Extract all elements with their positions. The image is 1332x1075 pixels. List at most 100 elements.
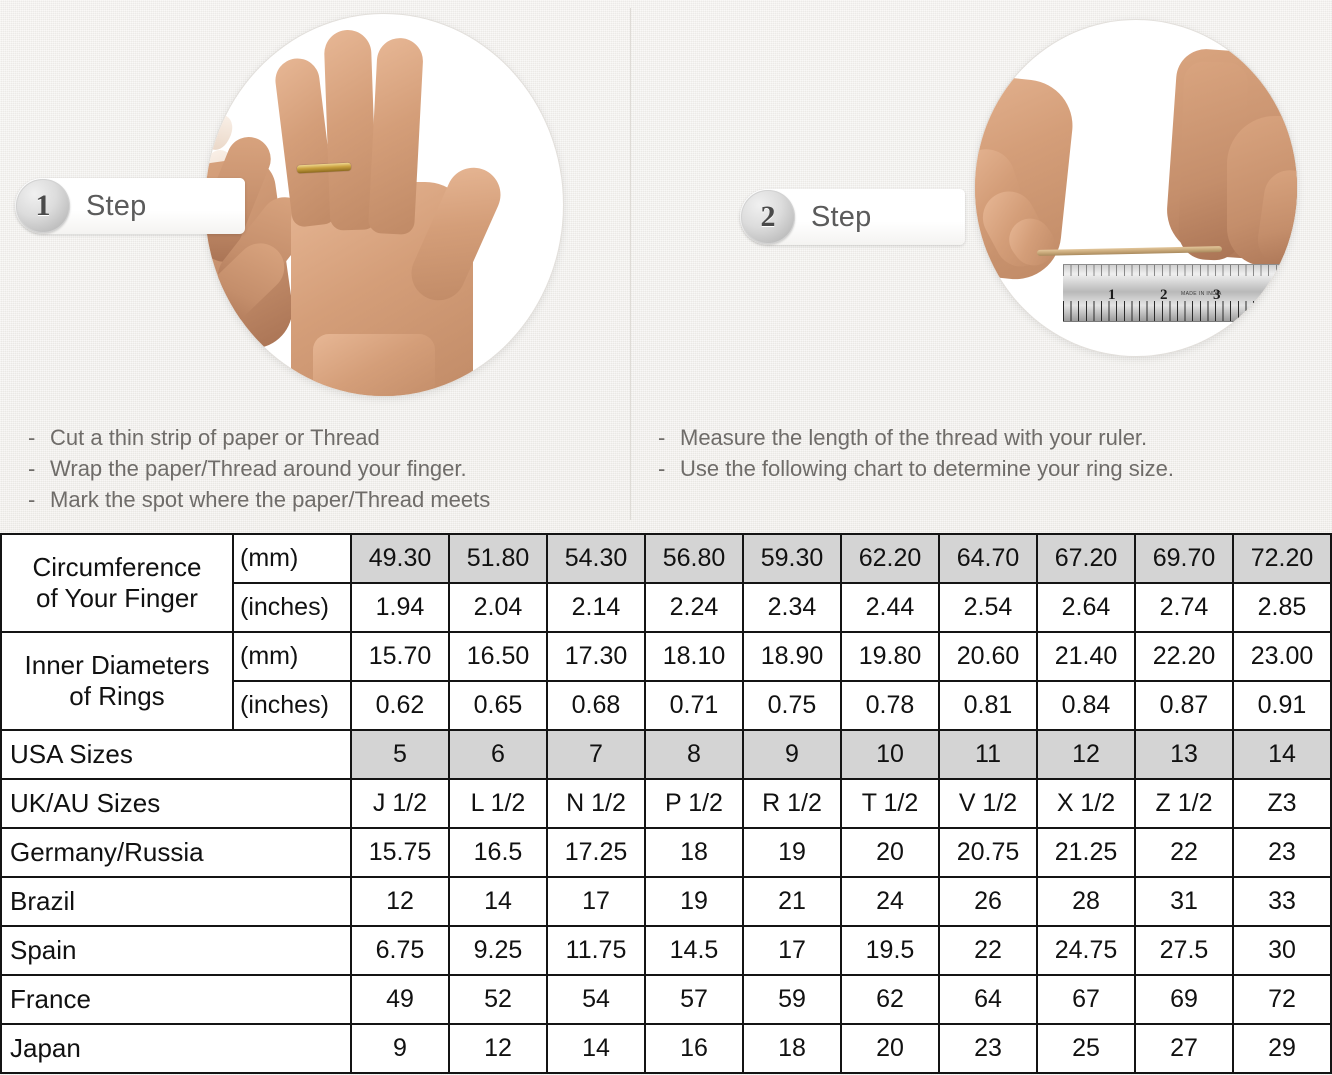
table-cell: 17.25 [546,827,646,878]
table-cell: P 1/2 [644,778,744,829]
table-cell: 8 [644,729,744,780]
table-cell: 51.80 [448,533,548,584]
table-cell: 0.84 [1036,680,1136,731]
table-cell: 49.30 [350,533,450,584]
table-cell: 11.75 [546,925,646,976]
table-cell: 31 [1134,876,1234,927]
ruler-mark-3: 3 [1213,287,1221,303]
table-cell: 33 [1232,876,1332,927]
unit-label: (mm) [232,533,352,584]
row-label-france: France [0,974,352,1025]
table-cell: 49 [350,974,450,1025]
table-cell: 12 [448,1023,548,1074]
row-group-label-circumference: Circumference of Your Finger [0,533,234,633]
table-cell: T 1/2 [840,778,940,829]
table-cell: 64.70 [938,533,1038,584]
ring-size-chart-table: Circumference of Your Finger (mm) 49.30 … [0,533,1332,1074]
table-cell: 18 [644,827,744,878]
bullet-dash: - [28,456,36,481]
table-row-france: France 49 52 54 57 59 62 64 67 69 72 [0,974,1332,1025]
label-line-2: of Rings [69,681,165,711]
table-cell: 9.25 [448,925,548,976]
table-cell: 6 [448,729,548,780]
table-cell: 59 [742,974,842,1025]
row-label-brazil: Brazil [0,876,352,927]
table-cell: 11 [938,729,1038,780]
table-cell: 21.25 [1036,827,1136,878]
instruction-text: Use the following chart to determine you… [680,456,1175,481]
step-2-photo: 1 2 3 MADE IN INDIA [975,20,1297,356]
table-cell: 19 [644,876,744,927]
table-cell: 29 [1232,1023,1332,1074]
step-1-photo [205,14,563,396]
step-1-label: Step [86,189,147,222]
table-cell: 23 [1232,827,1332,878]
instruction-item: - Cut a thin strip of paper or Thread [28,422,618,453]
table-cell: 54.30 [546,533,646,584]
bullet-dash: - [28,425,36,450]
table-cell: L 1/2 [448,778,548,829]
table-cell: 2.34 [742,582,842,633]
table-cell: 57 [644,974,744,1025]
row-label-spain: Spain [0,925,352,976]
table-cell: 72.20 [1232,533,1332,584]
table-row-circumference-mm: Circumference of Your Finger (mm) 49.30 … [0,533,1332,633]
table-cell: 24 [840,876,940,927]
table-cell: 9 [742,729,842,780]
instruction-item: - Wrap the paper/Thread around your fing… [28,453,618,484]
step-2-badge: 2 Step [740,189,965,245]
table-cell: 21.40 [1036,631,1136,682]
table-row-brazil: Brazil 12 14 17 19 21 24 26 28 31 33 [0,876,1332,927]
table-cell: 69 [1134,974,1234,1025]
table-cell: 17 [742,925,842,976]
table-cell: 64 [938,974,1038,1025]
table-cell: 7 [546,729,646,780]
label-line-1: Inner Diameters [24,650,210,680]
instruction-text: Mark the spot where the paper/Thread mee… [50,487,491,512]
bullet-dash: - [658,456,666,481]
table-cell: 62.20 [840,533,940,584]
table-cell: 25 [1036,1023,1136,1074]
table-body: Circumference of Your Finger (mm) 49.30 … [0,533,1332,1074]
instruction-item: - Measure the length of the thread with … [658,422,1323,453]
table-cell: 22 [938,925,1038,976]
table-cell: 12 [350,876,450,927]
table-cell: 20.75 [938,827,1038,878]
ruler: 1 2 3 MADE IN INDIA [1063,264,1297,322]
table-cell: 2.44 [840,582,940,633]
table-row-germany-russia: Germany/Russia 15.75 16.5 17.25 18 19 20… [0,827,1332,878]
table-cell: 27 [1134,1023,1234,1074]
table-row-diameter-mm: Inner Diameters of Rings (mm) 15.70 16.5… [0,631,1332,731]
table-cell: 54 [546,974,646,1025]
unit-label: (mm) [232,631,352,682]
table-cell: 0.91 [1232,680,1332,731]
table-row-usa-sizes: USA Sizes 5 6 7 8 9 10 11 12 13 14 [0,729,1332,780]
table-cell: 67.20 [1036,533,1136,584]
label-line-2: of Your Finger [36,583,198,613]
table-cell: 2.04 [448,582,548,633]
ruler-ticks-top [1063,265,1297,276]
table-cell: 2.14 [546,582,646,633]
table-cell: 0.78 [840,680,940,731]
bullet-dash: - [658,425,666,450]
table-row-japan: Japan 9 12 14 16 18 20 23 25 27 29 [0,1023,1332,1074]
step-2-label: Step [811,200,872,233]
step-1-badge: 1 Step [15,178,245,234]
table-cell: 15.70 [350,631,450,682]
table-cell: 9 [350,1023,450,1074]
table-cell: 2.64 [1036,582,1136,633]
instruction-item: - Use the following chart to determine y… [658,453,1323,484]
table-cell: 14 [1232,729,1332,780]
instruction-text: Measure the length of the thread with yo… [680,425,1148,450]
unit-label: (inches) [232,582,352,633]
table-cell: J 1/2 [350,778,450,829]
table-cell: 22.20 [1134,631,1234,682]
table-cell: 6.75 [350,925,450,976]
table-cell: 30 [1232,925,1332,976]
table-cell: 17.30 [546,631,646,682]
step-1-instructions: - Cut a thin strip of paper or Thread - … [28,422,618,515]
table-cell: 20 [840,1023,940,1074]
label-line-1: Circumference [32,552,202,582]
table-row-uk-au-sizes: UK/AU Sizes J 1/2 L 1/2 N 1/2 P 1/2 R 1/… [0,778,1332,829]
row-label-usa-sizes: USA Sizes [0,729,352,780]
